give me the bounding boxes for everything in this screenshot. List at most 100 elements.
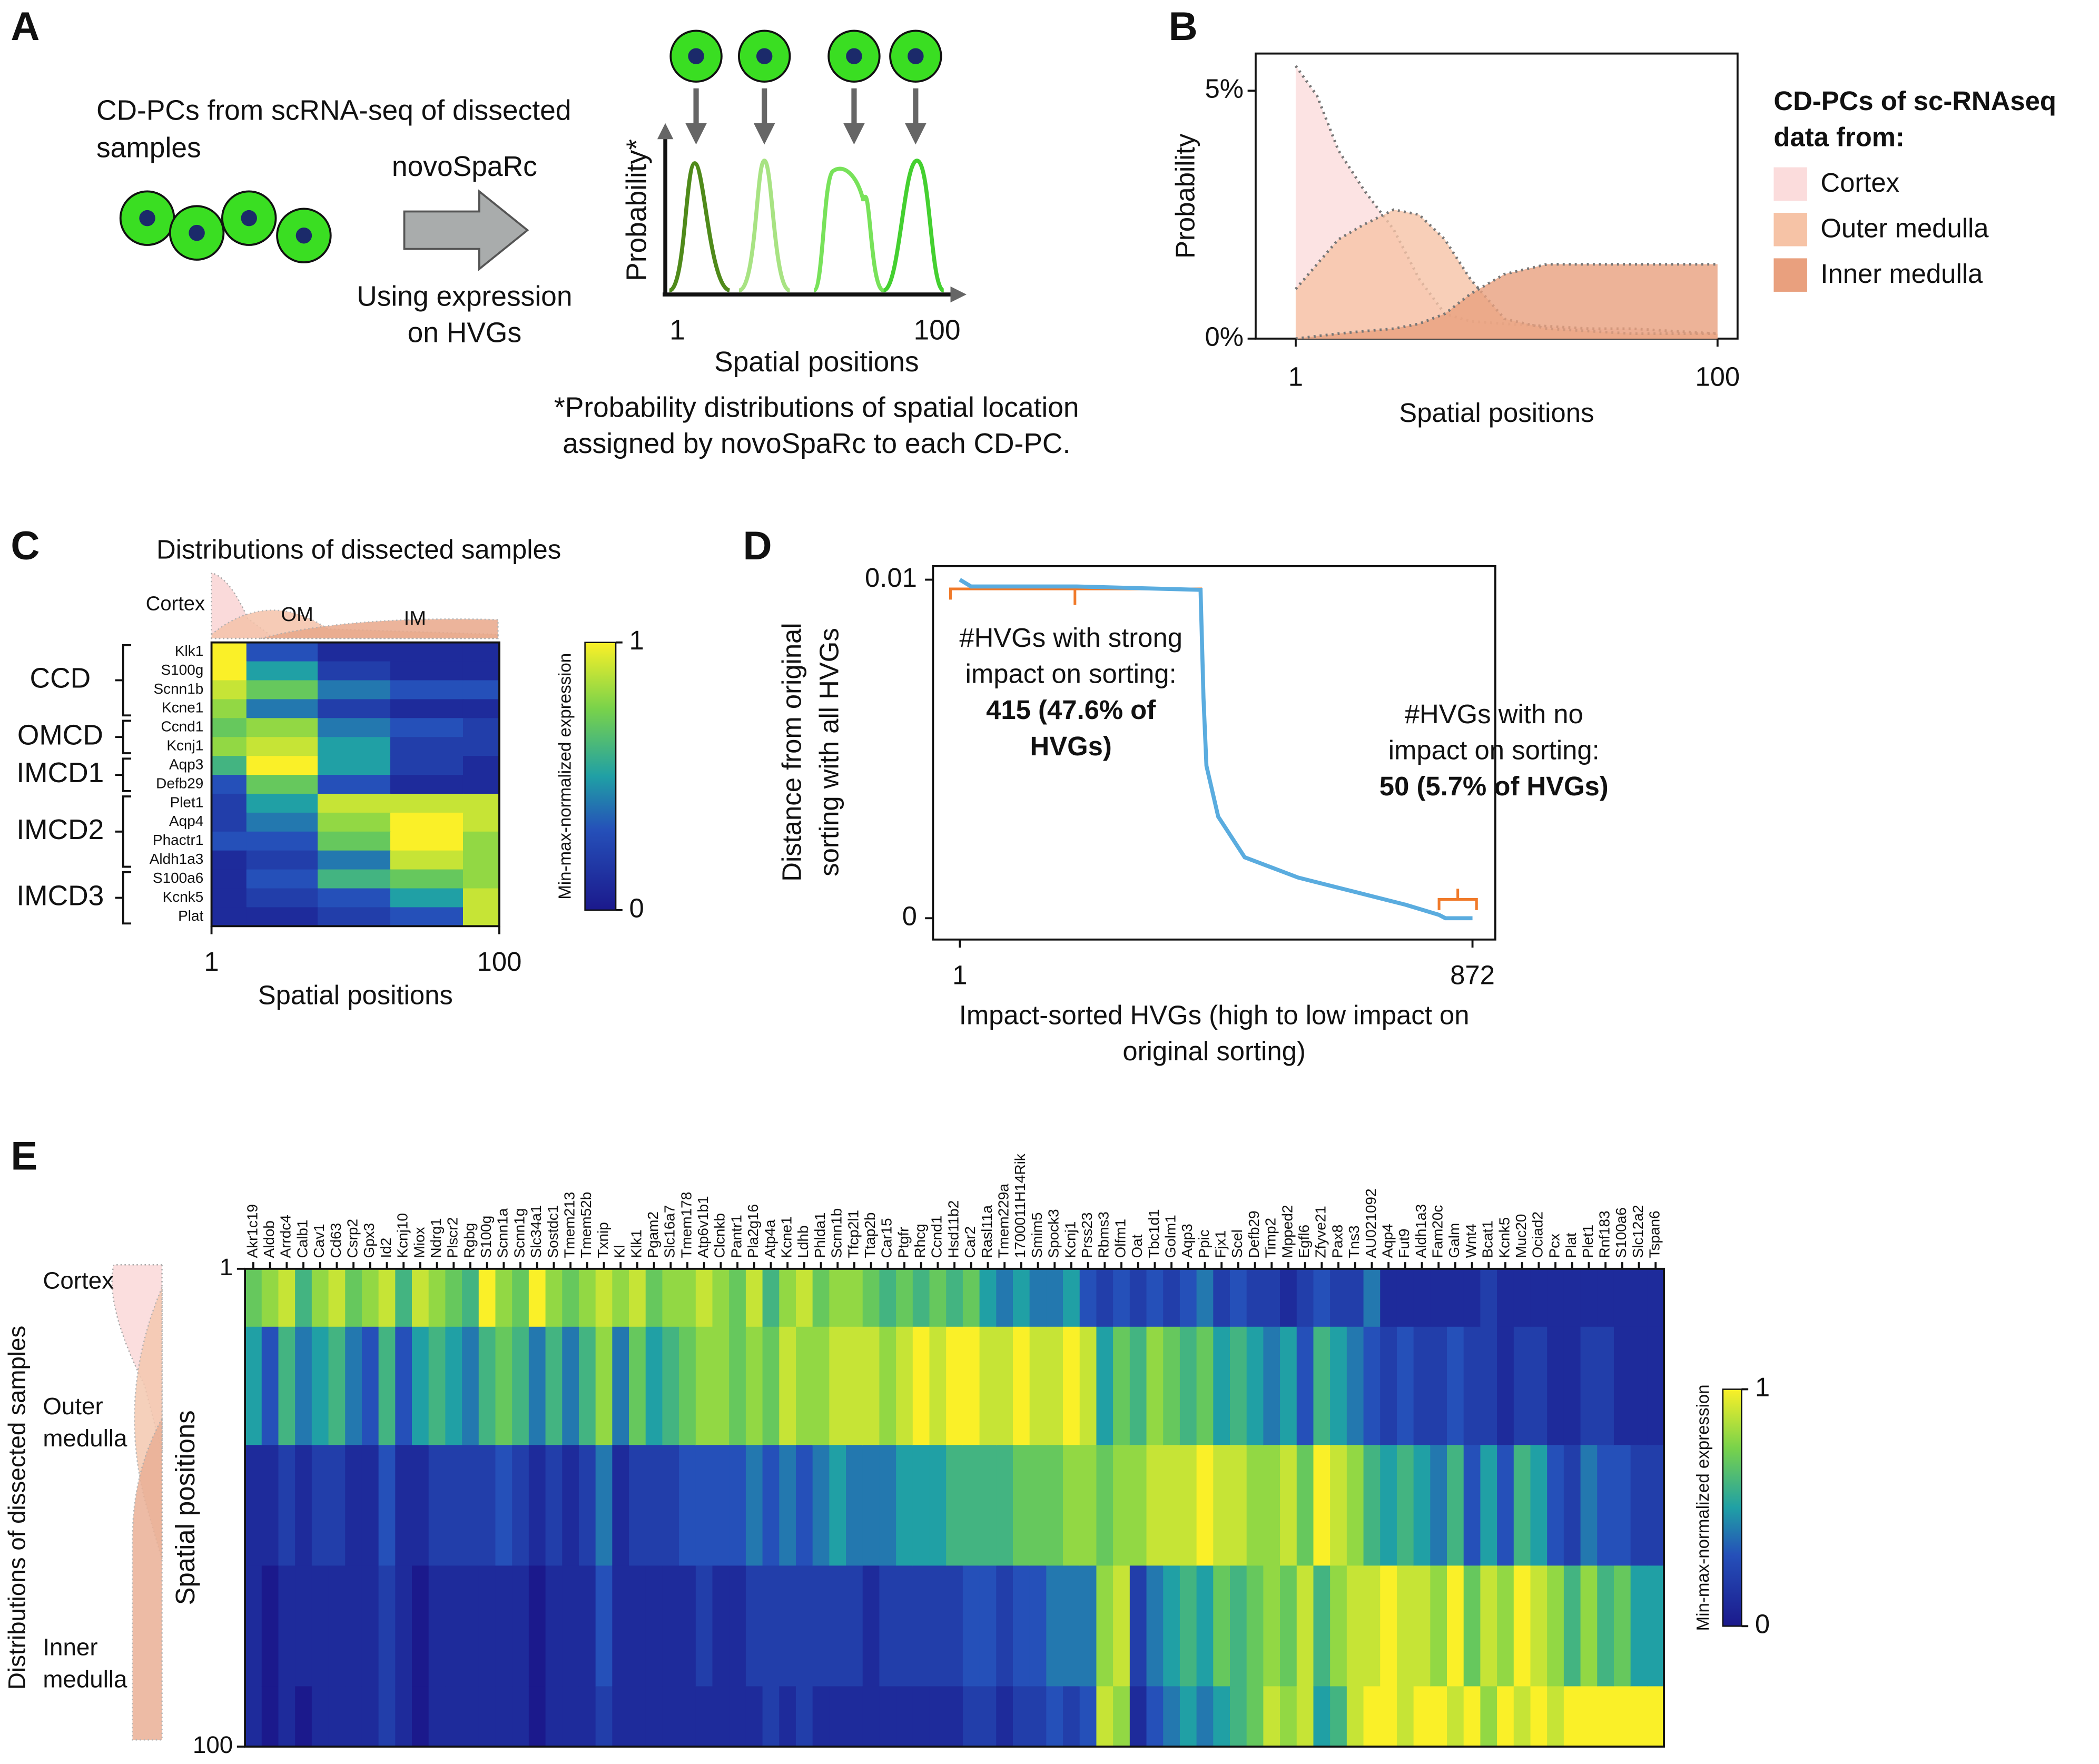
heatmap-cell (462, 1565, 480, 1687)
cell-arrows (685, 88, 927, 145)
heatmap-cell (278, 1326, 296, 1446)
heatmap-cell (1079, 1686, 1097, 1748)
heatmap-cell (1396, 1268, 1414, 1328)
heatmap-cell (862, 1565, 880, 1687)
heatmap-cell (1330, 1268, 1348, 1328)
heatmap-cell (361, 1565, 379, 1687)
heatmap-cell (390, 831, 464, 851)
heatmap-cell (1580, 1326, 1598, 1446)
gene-label: Scnn1b (829, 1208, 845, 1258)
colorbar-tick-label: 0 (629, 893, 644, 923)
heatmap-cell (328, 1686, 346, 1748)
heatmap-cell (311, 1686, 329, 1748)
group-bracket (115, 795, 132, 868)
heatmap-cell (378, 1565, 396, 1687)
heatmap-cell (979, 1445, 997, 1566)
heatmap-cell (578, 1686, 596, 1748)
heatmap-cell (261, 1565, 279, 1687)
heatmap-cell (578, 1268, 596, 1328)
heatmap-cell (1246, 1268, 1264, 1328)
heatmap-cell (390, 737, 464, 757)
heatmap-cell (1480, 1326, 1498, 1446)
heatmap-cell (562, 1565, 580, 1687)
heatmap-cell (361, 1268, 379, 1328)
heatmap-cell (390, 699, 464, 719)
heatmap-cell (1547, 1686, 1565, 1748)
heatmap-cell (829, 1565, 847, 1687)
heatmap-cell (729, 1565, 747, 1687)
heatmap-cell (996, 1268, 1014, 1328)
heatmap-cell (1196, 1686, 1214, 1748)
gene-label: Mpped2 (1279, 1205, 1295, 1258)
y-tick-label: 100 (193, 1731, 233, 1758)
gene-label: Plat (178, 908, 203, 924)
heatmap-cell (1346, 1326, 1364, 1446)
gene-label: Tspan6 (1647, 1210, 1663, 1258)
gene-label: Tbc1d1 (1146, 1209, 1162, 1258)
heatmap-cell (795, 1686, 813, 1748)
heatmap-cell (745, 1268, 763, 1328)
heatmap-cell (1497, 1686, 1515, 1748)
heatmap-cell (318, 793, 391, 814)
gene-label: Hsd11b2 (945, 1200, 961, 1258)
heatmap-cell (211, 642, 248, 662)
heatmap-cell (1413, 1445, 1431, 1566)
heatmap-cell (795, 1268, 813, 1328)
heatmap-cell (946, 1268, 964, 1328)
heatmap-cell (390, 756, 464, 776)
heatmap-cell (1146, 1565, 1164, 1687)
annotation-value: 50 (5.7% of HVGs) (1379, 771, 1609, 801)
heatmap-cell (862, 1686, 880, 1748)
heatmap-cell (1146, 1445, 1164, 1566)
heatmap-cell (246, 850, 319, 870)
group-bracket (115, 757, 132, 792)
heatmap-cell (318, 718, 391, 738)
panel-label: E (11, 1134, 37, 1179)
heatmap-cell (1413, 1565, 1431, 1687)
heatmap-cell (462, 756, 500, 776)
heatmap-cell (1029, 1445, 1047, 1566)
gene-label: Atp6v1b1 (695, 1196, 711, 1258)
heatmap-cell (1613, 1326, 1631, 1446)
gene-label: Phactr1 (153, 832, 203, 848)
heatmap-cell (1196, 1445, 1214, 1566)
heatmap-cell (1563, 1565, 1581, 1687)
colorbar-tick-label: 0 (1755, 1609, 1770, 1639)
heatmap-cell (1096, 1565, 1114, 1687)
heatmap-cell (1246, 1565, 1264, 1687)
heatmap-cell (645, 1268, 663, 1328)
heatmap-cell (962, 1565, 980, 1687)
heatmap-cell (1613, 1268, 1631, 1328)
heatmap-cell (1213, 1268, 1231, 1328)
heatmap-cell (211, 831, 248, 851)
heatmap-cell (879, 1268, 897, 1328)
gene-label: AU021092 (1363, 1188, 1379, 1258)
sample-label: Cortex (146, 593, 205, 615)
y-tick-label: 0% (1205, 321, 1244, 351)
heatmap-cell (1380, 1268, 1398, 1328)
heatmap-cell (462, 718, 500, 738)
area-fill (1295, 264, 1718, 339)
gene-label: Txnip (595, 1222, 611, 1258)
method-caption: on HVGs (408, 317, 522, 348)
heatmap-cell (745, 1686, 763, 1748)
heatmap-cell (545, 1445, 563, 1566)
x-tick-label: 100 (477, 947, 522, 977)
heatmap-cell (1280, 1565, 1298, 1687)
gene-label: Galm (1446, 1223, 1462, 1258)
heatmap-cell (896, 1445, 914, 1566)
heatmap-cell (478, 1686, 496, 1748)
gene-label: Aqp3 (169, 756, 203, 772)
heatmap-cell (1280, 1268, 1298, 1328)
heatmap-cell (1163, 1326, 1181, 1446)
gene-label: Scnn1b (154, 681, 204, 697)
gene-label: Ppic (1196, 1229, 1212, 1258)
heatmap-cell (1647, 1445, 1665, 1566)
heatmap-cell (729, 1686, 747, 1748)
heatmap-cell (1229, 1565, 1247, 1687)
heatmap-cell (246, 718, 319, 738)
heatmap-cell (318, 775, 391, 795)
gene-label: Pgam2 (645, 1211, 661, 1258)
heatmap-cell (1463, 1326, 1481, 1446)
heatmap-cell (1497, 1268, 1515, 1328)
